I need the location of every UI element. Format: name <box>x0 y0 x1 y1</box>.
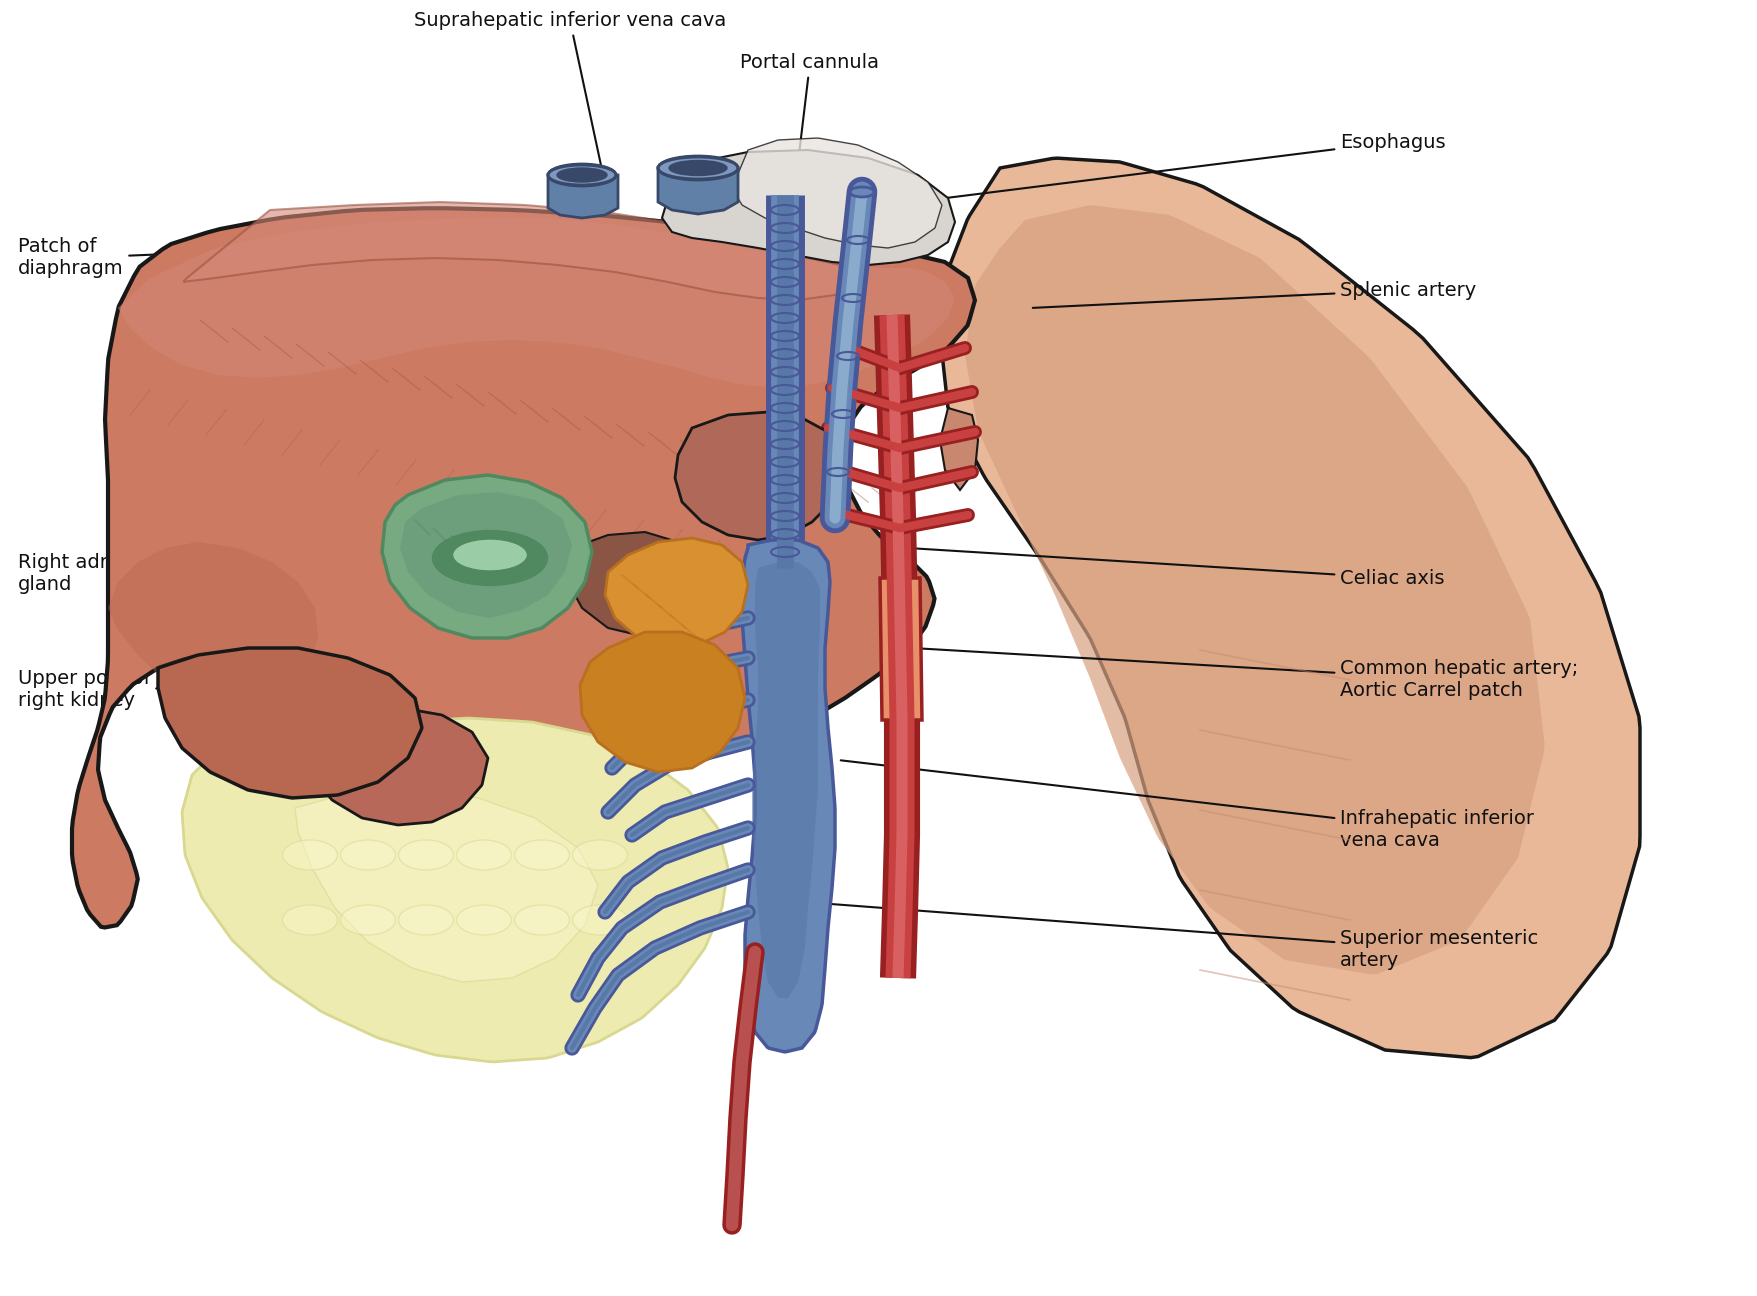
Polygon shape <box>604 538 748 648</box>
Ellipse shape <box>453 539 527 572</box>
Text: Right adrenal
gland: Right adrenal gland <box>18 553 545 595</box>
Ellipse shape <box>573 840 627 870</box>
Text: Portal cannula: Portal cannula <box>740 53 880 185</box>
Polygon shape <box>183 718 727 1061</box>
Ellipse shape <box>283 905 337 934</box>
Ellipse shape <box>283 840 337 870</box>
Ellipse shape <box>457 840 511 870</box>
Ellipse shape <box>557 168 606 181</box>
Polygon shape <box>662 150 956 264</box>
Polygon shape <box>158 648 422 798</box>
Polygon shape <box>659 168 738 214</box>
Ellipse shape <box>548 165 617 187</box>
Text: Celiac axis: Celiac axis <box>910 548 1444 587</box>
Polygon shape <box>107 542 318 702</box>
Polygon shape <box>940 158 1639 1058</box>
Ellipse shape <box>432 530 548 586</box>
Ellipse shape <box>399 840 453 870</box>
Ellipse shape <box>399 905 453 934</box>
Polygon shape <box>183 202 868 299</box>
Polygon shape <box>580 632 745 772</box>
Polygon shape <box>880 578 922 721</box>
Text: Suprahepatic inferior vena cava: Suprahepatic inferior vena cava <box>415 10 726 196</box>
Polygon shape <box>940 408 979 490</box>
Ellipse shape <box>457 905 511 934</box>
Polygon shape <box>295 788 597 982</box>
Text: Patch of
diaphragm: Patch of diaphragm <box>18 237 557 279</box>
Text: Esophagus: Esophagus <box>933 132 1446 200</box>
Polygon shape <box>307 708 488 826</box>
Polygon shape <box>118 218 954 388</box>
Ellipse shape <box>341 840 395 870</box>
Polygon shape <box>548 175 618 218</box>
Text: Superior mesenteric
artery: Superior mesenteric artery <box>780 901 1537 971</box>
Text: Splenic artery: Splenic artery <box>1033 280 1476 308</box>
Ellipse shape <box>341 905 395 934</box>
Ellipse shape <box>659 156 738 180</box>
Polygon shape <box>965 205 1544 975</box>
Text: Common hepatic artery;
Aortic Carrel patch: Common hepatic artery; Aortic Carrel pat… <box>915 648 1578 701</box>
Ellipse shape <box>669 161 727 175</box>
Polygon shape <box>741 540 835 1052</box>
Polygon shape <box>566 533 703 635</box>
Polygon shape <box>401 492 573 618</box>
Text: Infrahepatic inferior
vena cava: Infrahepatic inferior vena cava <box>842 761 1534 850</box>
Text: Upper pole of
right kidney: Upper pole of right kidney <box>18 670 545 710</box>
Polygon shape <box>752 562 821 998</box>
Ellipse shape <box>850 187 873 197</box>
Polygon shape <box>72 209 975 928</box>
Polygon shape <box>675 412 842 540</box>
Polygon shape <box>381 476 592 638</box>
Polygon shape <box>733 139 942 248</box>
Ellipse shape <box>515 840 569 870</box>
Ellipse shape <box>573 905 627 934</box>
Ellipse shape <box>515 905 569 934</box>
